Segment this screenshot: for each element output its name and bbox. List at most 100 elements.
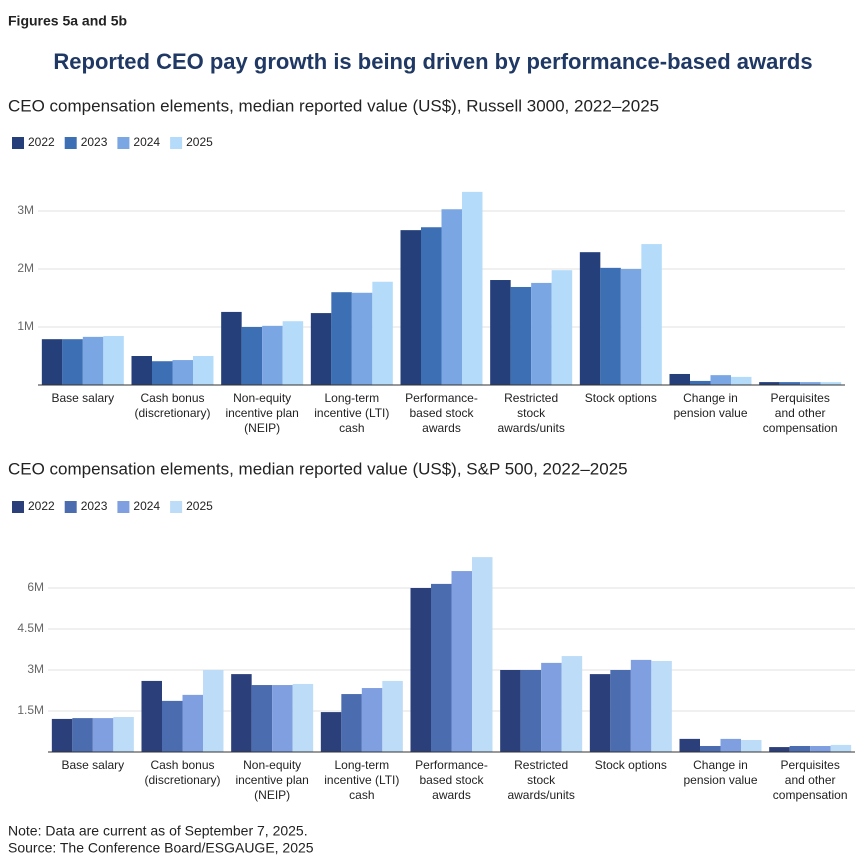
bar bbox=[431, 583, 452, 752]
bar bbox=[262, 325, 283, 385]
x-tick-label: Non-equity incentive plan (NEIP) bbox=[225, 391, 298, 435]
x-tick-label: Restricted stock awards/units bbox=[507, 758, 574, 802]
bar bbox=[441, 209, 462, 385]
x-tick-label: Stock options bbox=[595, 758, 667, 772]
bar bbox=[779, 382, 801, 385]
bar bbox=[410, 588, 431, 752]
x-tick-label: Base salary bbox=[51, 391, 114, 405]
bar bbox=[152, 361, 173, 385]
x-tick-label: Non-equity incentive plan (NEIP) bbox=[235, 758, 308, 802]
bar bbox=[221, 311, 242, 385]
bar bbox=[72, 718, 93, 752]
legend-swatch bbox=[170, 137, 183, 149]
y-tick-label: 1.5M bbox=[17, 703, 44, 717]
bar bbox=[789, 745, 811, 752]
bar bbox=[462, 191, 483, 385]
bar bbox=[310, 313, 332, 385]
bar bbox=[531, 282, 552, 385]
x-tick-label: Restricted stock awards/units bbox=[497, 391, 564, 435]
bar bbox=[690, 380, 711, 385]
bar bbox=[182, 694, 203, 752]
bar bbox=[62, 339, 83, 385]
bar bbox=[231, 674, 252, 752]
bar bbox=[579, 252, 601, 385]
bar bbox=[610, 670, 631, 752]
bar bbox=[351, 292, 373, 385]
bar bbox=[669, 373, 690, 385]
source: Source: The Conference Board/ESGAUGE, 20… bbox=[8, 840, 314, 856]
x-tick-label: Base salary bbox=[61, 758, 124, 772]
x-tick-label: Long-term incentive (LTI) cash bbox=[324, 758, 399, 802]
chart-subtitle: CEO compensation elements, median report… bbox=[8, 96, 659, 115]
x-tick-label: Change in pension value bbox=[683, 758, 757, 787]
bar bbox=[830, 744, 852, 752]
bar bbox=[241, 327, 263, 385]
bar bbox=[361, 688, 383, 752]
bar bbox=[651, 660, 672, 752]
bar bbox=[372, 281, 393, 385]
x-tick-label: Perquisites and other compensation bbox=[763, 391, 838, 435]
y-tick-label: 6M bbox=[27, 580, 44, 594]
legend-label: 2023 bbox=[81, 499, 108, 513]
bar bbox=[103, 335, 124, 385]
bar bbox=[500, 670, 521, 752]
legend-label: 2023 bbox=[81, 135, 108, 149]
legend-swatch bbox=[117, 501, 130, 513]
bar bbox=[520, 670, 542, 752]
bar bbox=[382, 680, 403, 752]
bar bbox=[82, 336, 104, 385]
bar bbox=[620, 269, 642, 385]
bar bbox=[679, 738, 700, 752]
legend-swatch bbox=[12, 137, 24, 149]
bar bbox=[131, 356, 152, 385]
bar bbox=[451, 571, 472, 752]
legend-label: 2024 bbox=[133, 135, 160, 149]
bar bbox=[41, 339, 63, 385]
bar bbox=[92, 718, 114, 752]
bar bbox=[759, 382, 780, 385]
legend-label: 2022 bbox=[28, 135, 55, 149]
bar bbox=[561, 656, 583, 752]
bar bbox=[320, 712, 342, 752]
bar bbox=[630, 659, 652, 752]
bar bbox=[541, 662, 562, 752]
bar bbox=[710, 375, 731, 385]
bar bbox=[731, 376, 752, 385]
x-tick-label: Perquisites and other compensation bbox=[773, 758, 848, 802]
legend-swatch bbox=[170, 501, 183, 513]
bar bbox=[282, 321, 304, 385]
bar bbox=[810, 745, 831, 752]
bar bbox=[400, 230, 421, 385]
bar bbox=[800, 382, 821, 385]
bar bbox=[820, 382, 842, 385]
y-tick-label: 3M bbox=[27, 662, 44, 676]
legend-swatch bbox=[64, 137, 77, 149]
bar bbox=[600, 267, 621, 385]
bar bbox=[341, 694, 362, 752]
bar bbox=[141, 680, 162, 752]
legend-swatch bbox=[64, 501, 77, 513]
bar bbox=[251, 685, 273, 752]
x-tick-label: Stock options bbox=[585, 391, 657, 405]
bar bbox=[331, 292, 352, 385]
bar bbox=[51, 718, 73, 752]
x-tick-label: Cash bonus (discretionary) bbox=[134, 391, 210, 420]
bar bbox=[490, 280, 511, 385]
bar bbox=[193, 356, 214, 385]
bar bbox=[113, 717, 134, 752]
x-tick-label: Change in pension value bbox=[673, 391, 747, 420]
bar bbox=[551, 270, 573, 385]
bar bbox=[641, 244, 662, 385]
x-tick-label: Performance-based stock awards bbox=[405, 391, 478, 435]
bar bbox=[292, 683, 314, 752]
bar bbox=[589, 674, 611, 752]
legend-label: 2022 bbox=[28, 499, 55, 513]
bar bbox=[510, 286, 532, 385]
bar bbox=[720, 738, 741, 752]
page-title: Reported CEO pay growth is being driven … bbox=[53, 49, 812, 74]
bar bbox=[172, 360, 193, 385]
bar bbox=[203, 670, 224, 752]
y-tick-label: 4.5M bbox=[17, 621, 44, 635]
legend-swatch bbox=[12, 501, 24, 513]
